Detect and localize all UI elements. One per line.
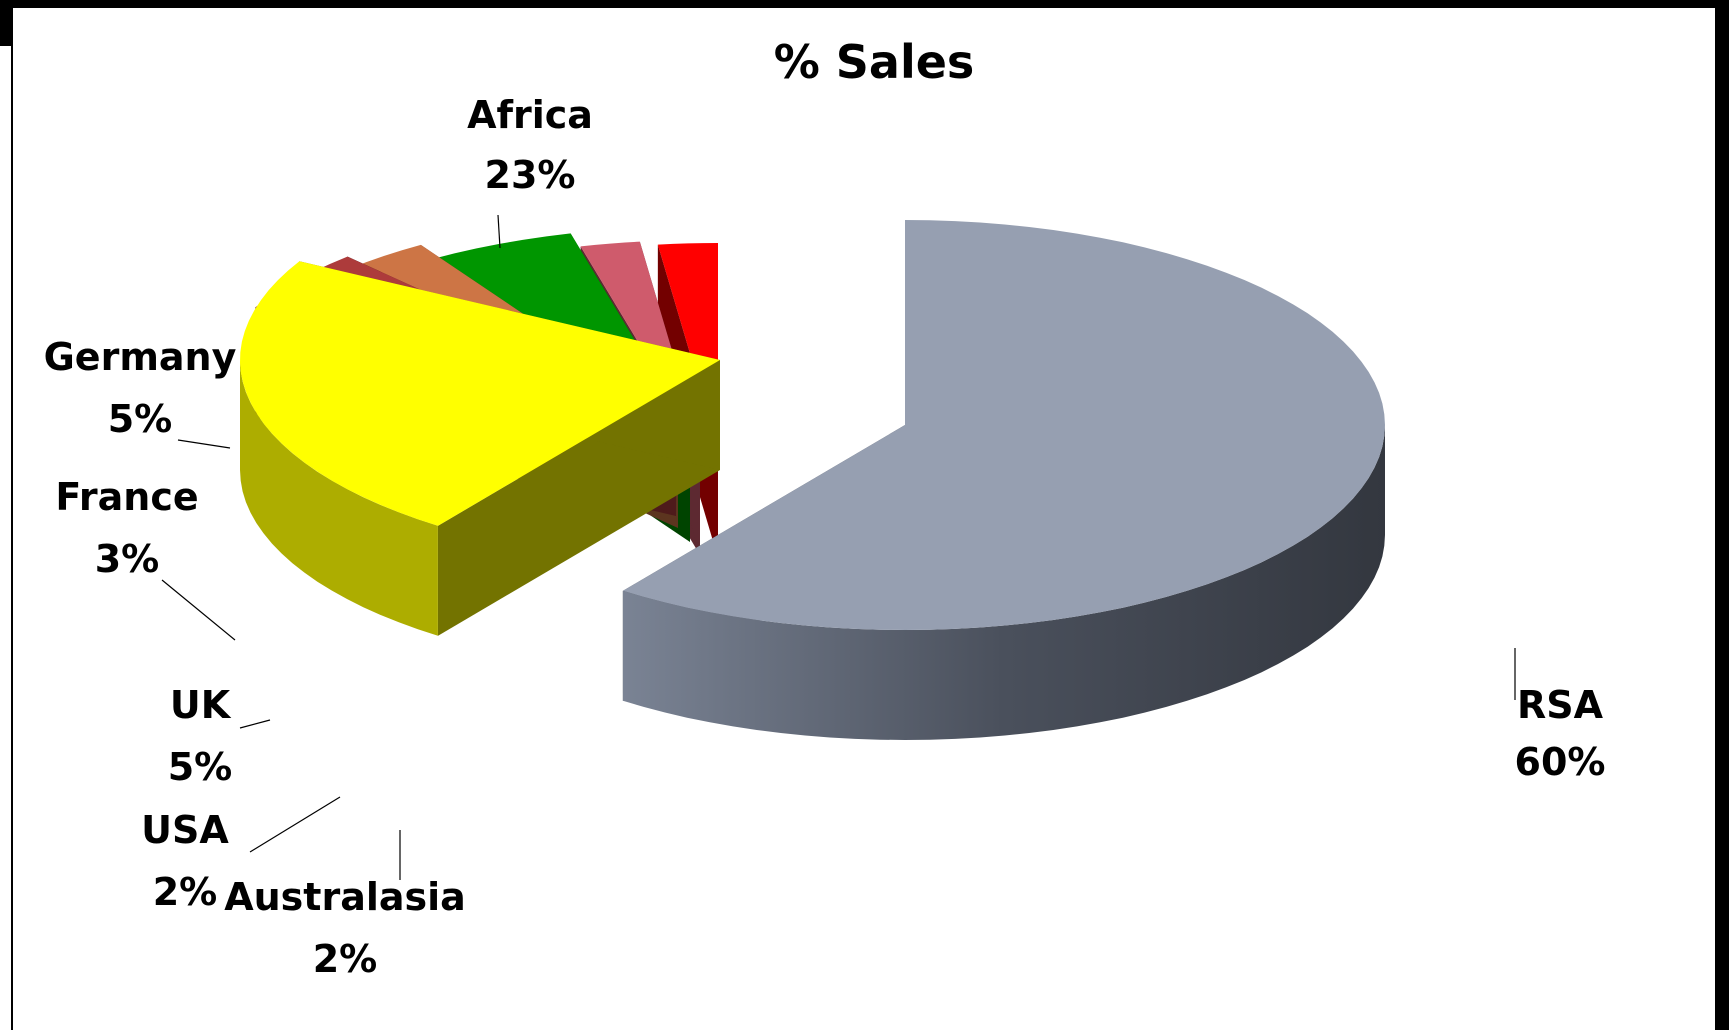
leader-germany [177,439,231,449]
label-name-france: France [55,475,198,519]
slice-africa [240,261,720,636]
label-value-uk: 5% [168,745,233,789]
leader-usa [249,796,341,853]
data-labels: RSA 60% Africa 23% Germany 5% France 3% UK 5% USA 2… [44,93,1606,981]
leader-lines [161,214,1516,880]
slice-top [622,220,1385,630]
label-name-germany: Germany [44,335,237,379]
frame-right-border [1715,0,1729,1030]
pie-slices [240,220,1385,740]
slice-side [240,360,438,636]
label-usa: USA 2% [141,808,229,914]
label-value-france: 3% [95,537,160,581]
label-france: France 3% [55,475,198,581]
slice-side [622,425,1385,740]
slice-top [240,261,720,526]
label-name-usa: USA [141,808,229,852]
frame-left-border [11,0,13,1030]
label-germany: Germany 5% [44,335,237,441]
label-value-usa: 2% [153,870,218,914]
label-value-australasia: 2% [313,937,378,981]
label-name-africa: Africa [467,93,593,137]
label-name-australasia: Australasia [224,875,466,919]
leader-africa [497,214,501,249]
label-rsa: RSA 60% [1515,683,1606,784]
label-name-rsa: RSA [1517,683,1604,727]
label-value-rsa: 60% [1515,740,1606,784]
label-value-germany: 5% [108,397,173,441]
leader-uk [239,719,271,729]
label-africa: Africa 23% [467,93,593,197]
label-name-uk: UK [170,683,232,727]
label-australasia: Australasia 2% [224,875,466,981]
frame-top-border [0,0,1729,8]
label-uk: UK 5% [168,683,233,789]
label-value-africa: 23% [485,153,576,197]
leader-france [161,579,236,641]
chart-title: % Sales [774,35,975,89]
slice-rsa [622,220,1385,740]
frame-corner [0,0,12,46]
